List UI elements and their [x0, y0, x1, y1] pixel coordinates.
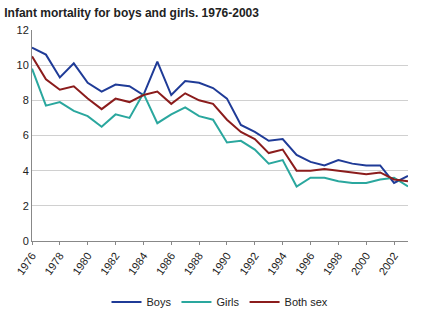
- svg-text:6: 6: [23, 129, 29, 141]
- svg-text:1992: 1992: [237, 250, 261, 277]
- svg-text:1978: 1978: [42, 250, 66, 277]
- svg-text:2: 2: [23, 200, 29, 212]
- svg-text:1994: 1994: [265, 250, 289, 277]
- svg-text:1990: 1990: [209, 250, 233, 277]
- svg-text:1980: 1980: [70, 250, 94, 277]
- svg-text:1996: 1996: [293, 250, 317, 277]
- svg-text:1998: 1998: [321, 250, 345, 277]
- svg-text:Boys: Boys: [147, 296, 172, 308]
- svg-text:Both sex: Both sex: [285, 296, 328, 308]
- svg-text:4: 4: [23, 165, 29, 177]
- svg-text:1986: 1986: [154, 250, 178, 277]
- svg-text:Girls: Girls: [216, 296, 239, 308]
- svg-text:0: 0: [23, 235, 29, 247]
- svg-text:1976: 1976: [14, 250, 38, 277]
- svg-text:12: 12: [17, 24, 29, 36]
- svg-text:2000: 2000: [348, 250, 372, 277]
- svg-text:1982: 1982: [98, 250, 122, 277]
- svg-text:8: 8: [23, 94, 29, 106]
- svg-text:1984: 1984: [126, 250, 150, 277]
- svg-text:1988: 1988: [181, 250, 205, 277]
- svg-text:Infant mortality for boys and: Infant mortality for boys and girls. 197…: [4, 6, 259, 20]
- svg-text:10: 10: [17, 59, 29, 71]
- svg-text:2002: 2002: [376, 250, 400, 277]
